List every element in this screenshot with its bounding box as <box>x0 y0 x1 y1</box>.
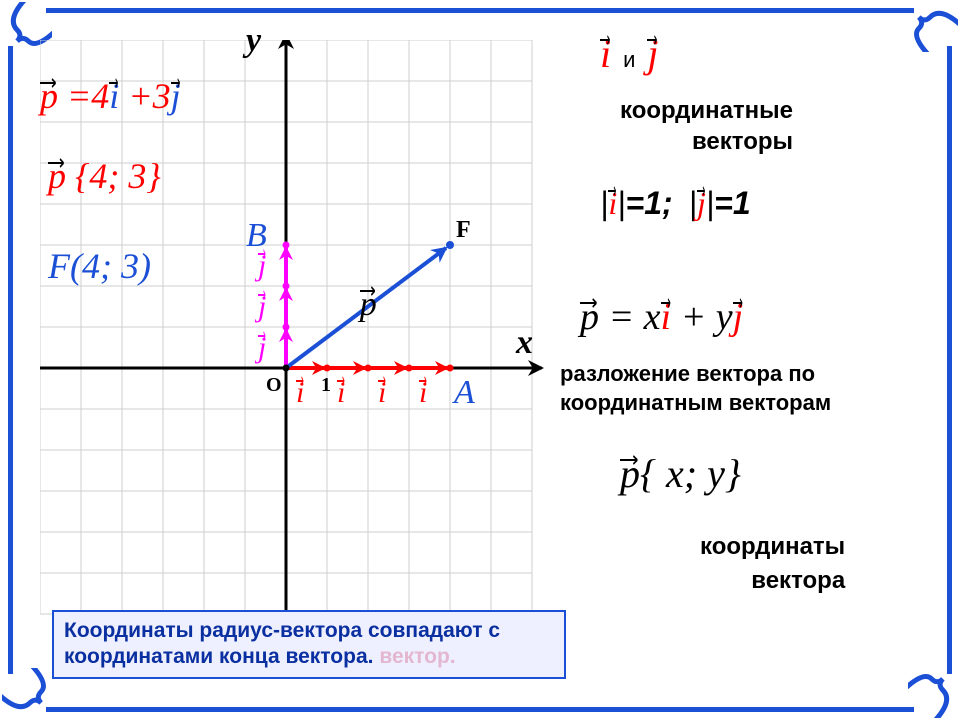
i-label-2: i <box>378 376 386 410</box>
origin-label: O <box>266 374 282 397</box>
i-label-3: i <box>419 376 427 410</box>
caption-ghost: вектор. <box>379 645 455 668</box>
caption-line1: Координаты радиус-вектора совпадают с <box>64 619 500 642</box>
unit-label: 1 <box>321 374 331 397</box>
eq-p-decomp: p =4 i +3 j <box>40 75 181 117</box>
p-coords-generic: p{ x; y} <box>620 450 741 497</box>
ij-heading: iи j <box>600 30 659 77</box>
j-label-1: j <box>258 290 266 324</box>
magnitude-line: | i|=1; | j|=1 <box>600 185 751 222</box>
title-coords-vector: координатывектора <box>700 530 845 597</box>
title-decomposition: разложение вектора покоординатным вектор… <box>560 360 831 417</box>
caption-line2: координатами конца вектора. <box>64 645 373 668</box>
vector-p-label: p <box>360 286 377 324</box>
axis-y-label: y <box>246 22 261 60</box>
point-a-label: A <box>454 374 475 412</box>
coordinate-grid <box>40 40 552 634</box>
i-label-0: i <box>296 376 304 410</box>
i-label-1: i <box>337 376 345 410</box>
caption-box: Координаты радиус-вектора совпадают с ко… <box>52 610 566 679</box>
title-coord-vectors: координатныевекторы <box>620 95 793 157</box>
decomposition-formula: p = x i + y j <box>580 295 743 339</box>
point-f-label: F <box>456 217 471 244</box>
axis-x-label: x <box>516 324 533 362</box>
eq-p-coords: p {4; 3} <box>48 155 161 197</box>
j-label-0: j <box>258 331 266 365</box>
j-label-2: j <box>258 249 266 283</box>
eq-f-coords: F(4; 3) <box>48 245 151 287</box>
